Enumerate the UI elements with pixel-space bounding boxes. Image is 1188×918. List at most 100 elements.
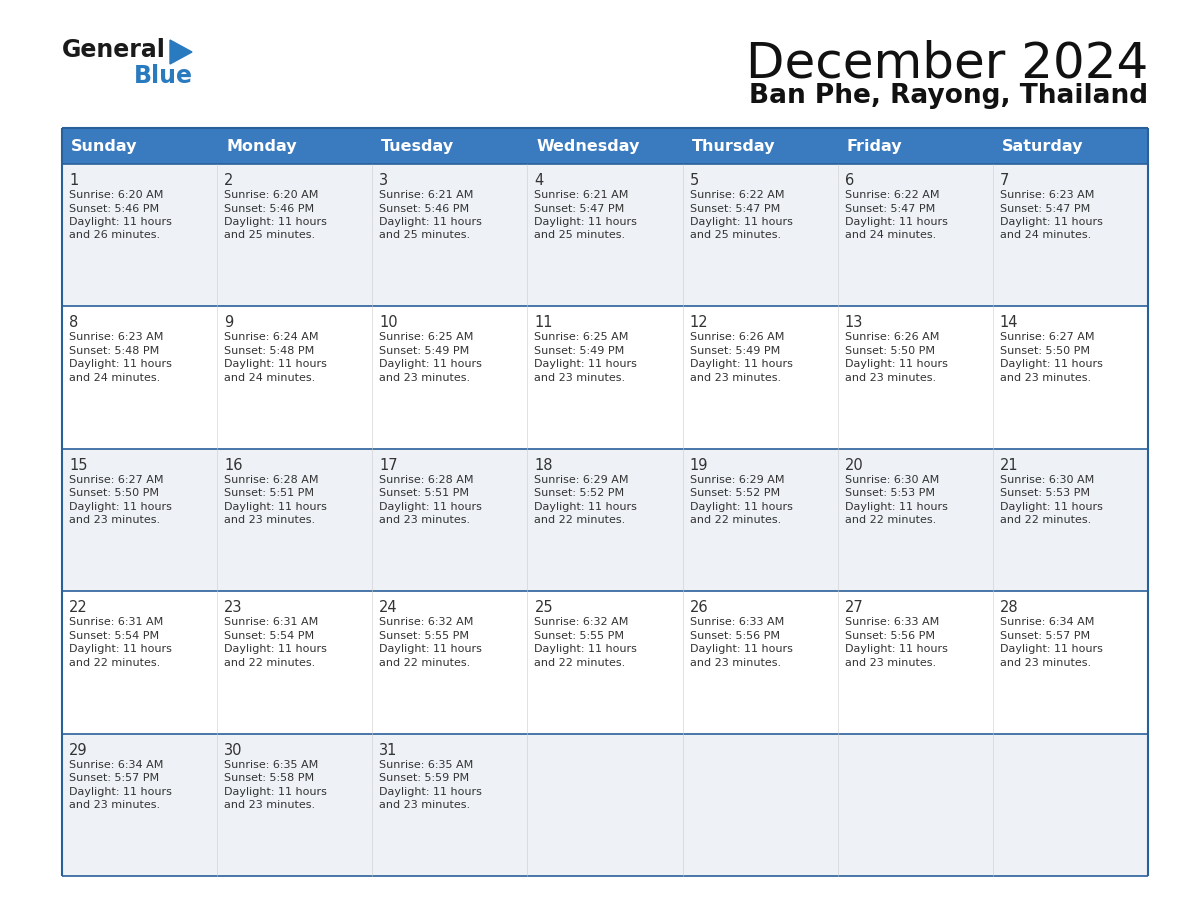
Text: Sunrise: 6:32 AM: Sunrise: 6:32 AM [535,617,628,627]
Text: Sunset: 5:47 PM: Sunset: 5:47 PM [535,204,625,214]
Text: 2: 2 [225,173,234,188]
Text: and 22 minutes.: and 22 minutes. [1000,515,1091,525]
Text: Sunset: 5:49 PM: Sunset: 5:49 PM [689,346,779,356]
Text: Daylight: 11 hours: Daylight: 11 hours [535,360,637,369]
Text: Daylight: 11 hours: Daylight: 11 hours [69,360,172,369]
Text: 7: 7 [1000,173,1010,188]
Text: Sunset: 5:57 PM: Sunset: 5:57 PM [69,773,159,783]
Bar [217,449,372,591]
Text: and 22 minutes.: and 22 minutes. [535,657,626,667]
Text: Saturday: Saturday [1001,139,1083,153]
Text: 29: 29 [69,743,88,757]
Text: Sunset: 5:53 PM: Sunset: 5:53 PM [1000,488,1089,498]
Text: Sunrise: 6:29 AM: Sunrise: 6:29 AM [535,475,628,485]
Text: and 23 minutes.: and 23 minutes. [379,373,470,383]
Bar [683,307,838,449]
Text: Ban Phe, Rayong, Thailand: Ban Phe, Rayong, Thailand [748,83,1148,109]
Text: 5: 5 [689,173,699,188]
Text: Daylight: 11 hours: Daylight: 11 hours [845,502,948,512]
Text: Daylight: 11 hours: Daylight: 11 hours [69,502,172,512]
Text: Sunset: 5:55 PM: Sunset: 5:55 PM [379,631,469,641]
Text: Sunrise: 6:34 AM: Sunrise: 6:34 AM [1000,617,1094,627]
Text: and 23 minutes.: and 23 minutes. [379,515,470,525]
Bar [527,449,683,591]
Text: 30: 30 [225,743,242,757]
Text: Blue: Blue [134,64,192,88]
Bar [527,164,683,307]
Text: Daylight: 11 hours: Daylight: 11 hours [69,787,172,797]
Text: 18: 18 [535,458,552,473]
Text: Daylight: 11 hours: Daylight: 11 hours [225,217,327,227]
Text: and 23 minutes.: and 23 minutes. [689,657,781,667]
Text: Daylight: 11 hours: Daylight: 11 hours [1000,360,1102,369]
Bar [62,591,217,733]
Text: and 22 minutes.: and 22 minutes. [379,657,470,667]
Text: Daylight: 11 hours: Daylight: 11 hours [379,502,482,512]
Text: Daylight: 11 hours: Daylight: 11 hours [379,787,482,797]
Text: Sunrise: 6:33 AM: Sunrise: 6:33 AM [689,617,784,627]
Text: Daylight: 11 hours: Daylight: 11 hours [225,787,327,797]
Text: 14: 14 [1000,316,1018,330]
Bar [217,733,372,876]
Text: Wednesday: Wednesday [537,139,640,153]
Text: Sunrise: 6:30 AM: Sunrise: 6:30 AM [845,475,939,485]
Text: and 23 minutes.: and 23 minutes. [225,800,315,810]
Text: and 23 minutes.: and 23 minutes. [69,515,160,525]
Bar [993,128,1148,164]
Text: Friday: Friday [847,139,903,153]
Text: Sunset: 5:52 PM: Sunset: 5:52 PM [689,488,779,498]
Text: and 25 minutes.: and 25 minutes. [535,230,626,241]
Text: Daylight: 11 hours: Daylight: 11 hours [379,217,482,227]
Bar [527,733,683,876]
Bar [372,164,527,307]
Text: Sunrise: 6:25 AM: Sunrise: 6:25 AM [379,332,474,342]
Text: and 23 minutes.: and 23 minutes. [1000,657,1091,667]
Text: 6: 6 [845,173,854,188]
Text: 16: 16 [225,458,242,473]
Text: Daylight: 11 hours: Daylight: 11 hours [845,217,948,227]
Text: 24: 24 [379,600,398,615]
Bar [993,733,1148,876]
Text: 11: 11 [535,316,552,330]
Text: Sunrise: 6:35 AM: Sunrise: 6:35 AM [225,759,318,769]
Text: and 25 minutes.: and 25 minutes. [379,230,470,241]
Text: 20: 20 [845,458,864,473]
Text: Sunrise: 6:32 AM: Sunrise: 6:32 AM [379,617,474,627]
Text: Daylight: 11 hours: Daylight: 11 hours [689,360,792,369]
Text: Sunrise: 6:27 AM: Sunrise: 6:27 AM [1000,332,1094,342]
Text: Sunrise: 6:26 AM: Sunrise: 6:26 AM [845,332,939,342]
Text: Sunrise: 6:21 AM: Sunrise: 6:21 AM [535,190,628,200]
Bar [62,449,217,591]
Text: Sunrise: 6:24 AM: Sunrise: 6:24 AM [225,332,318,342]
Text: Daylight: 11 hours: Daylight: 11 hours [379,644,482,655]
Text: 8: 8 [69,316,78,330]
Text: 28: 28 [1000,600,1018,615]
Text: Sunrise: 6:28 AM: Sunrise: 6:28 AM [379,475,474,485]
Bar [372,449,527,591]
Bar [838,733,993,876]
Text: Daylight: 11 hours: Daylight: 11 hours [1000,644,1102,655]
Text: Daylight: 11 hours: Daylight: 11 hours [535,217,637,227]
Text: and 23 minutes.: and 23 minutes. [845,373,936,383]
Text: Sunset: 5:53 PM: Sunset: 5:53 PM [845,488,935,498]
Text: 15: 15 [69,458,88,473]
Bar [838,591,993,733]
Text: Daylight: 11 hours: Daylight: 11 hours [379,360,482,369]
Text: 31: 31 [379,743,398,757]
Text: Sunset: 5:55 PM: Sunset: 5:55 PM [535,631,625,641]
Text: Sunrise: 6:30 AM: Sunrise: 6:30 AM [1000,475,1094,485]
Text: 19: 19 [689,458,708,473]
Text: Sunset: 5:52 PM: Sunset: 5:52 PM [535,488,625,498]
Bar [372,128,527,164]
Polygon shape [170,40,192,64]
Bar [372,591,527,733]
Text: and 24 minutes.: and 24 minutes. [69,373,160,383]
Text: 12: 12 [689,316,708,330]
Bar [993,164,1148,307]
Bar [683,733,838,876]
Text: 23: 23 [225,600,242,615]
Text: Daylight: 11 hours: Daylight: 11 hours [225,360,327,369]
Text: Sunrise: 6:21 AM: Sunrise: 6:21 AM [379,190,474,200]
Bar [993,591,1148,733]
Text: Sunset: 5:47 PM: Sunset: 5:47 PM [845,204,935,214]
